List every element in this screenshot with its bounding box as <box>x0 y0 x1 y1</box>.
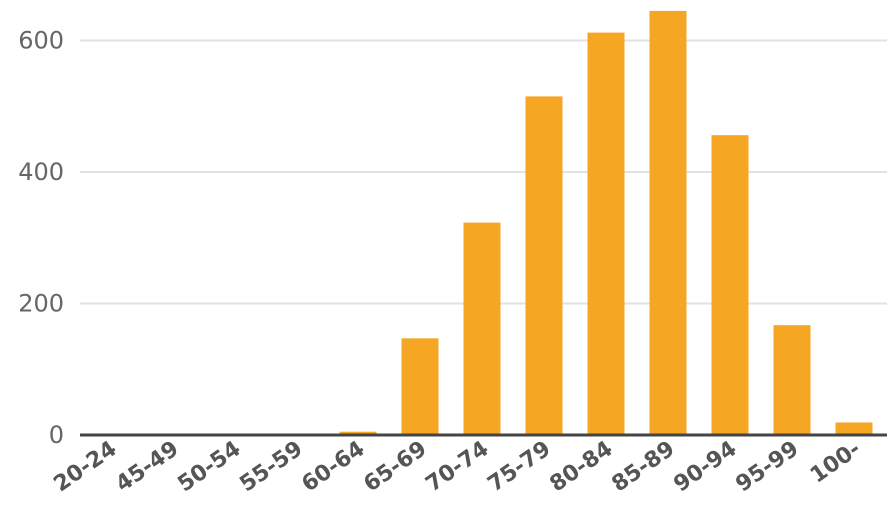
x-tick-label: 65-69 <box>359 436 431 497</box>
y-tick-label: 600 <box>18 27 64 55</box>
bar-65-69 <box>401 338 439 435</box>
bar-85-89 <box>649 10 687 435</box>
bar-100- <box>835 422 873 435</box>
x-tick-labels: 20-2445-4950-5455-5960-6465-6970-7475-79… <box>49 436 865 497</box>
bar-80-84 <box>587 32 625 436</box>
x-tick-label: 80-84 <box>545 436 617 497</box>
y-tick-labels: 0 200 400 600 <box>18 27 64 450</box>
bar-95-99 <box>773 325 811 435</box>
y-tick-label: 400 <box>18 158 64 186</box>
x-tick-label: 55-59 <box>235 436 307 497</box>
x-tick-label: 85-89 <box>607 436 679 497</box>
y-tick-label: 200 <box>18 290 64 318</box>
x-tick-label: 45-49 <box>111 436 183 497</box>
bar-75-79 <box>525 96 563 435</box>
x-tick-label: 100- <box>806 436 865 488</box>
x-tick-label: 90-94 <box>669 436 741 497</box>
x-tick-label: 95-99 <box>731 436 803 497</box>
y-tick-label: 0 <box>49 421 64 449</box>
x-tick-label: 75-79 <box>483 436 555 497</box>
bar-90-94 <box>711 135 749 435</box>
x-tick-label: 70-74 <box>421 436 493 497</box>
bar-60-64 <box>339 431 377 435</box>
x-tick-label: 60-64 <box>297 436 369 497</box>
bars <box>339 10 873 436</box>
x-tick-label: 50-54 <box>173 436 245 497</box>
bar-70-74 <box>463 222 501 435</box>
